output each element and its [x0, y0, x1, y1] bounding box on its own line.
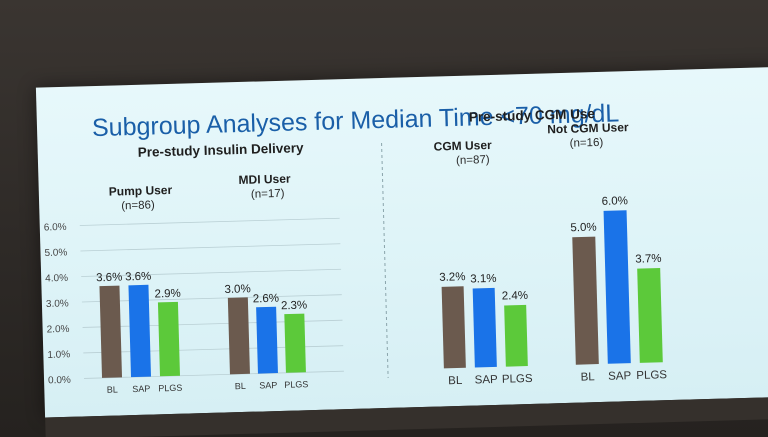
data-label: 3.2% [439, 271, 466, 284]
category-label: BL [448, 375, 463, 387]
data-label: 5.0% [570, 222, 597, 235]
bar-sap [603, 210, 631, 364]
group-n-label: (n=86) [121, 199, 155, 212]
category-label: PLGS [158, 383, 182, 394]
category-label: PLGS [502, 373, 533, 386]
bar-bl [441, 286, 466, 369]
data-label: 6.0% [602, 195, 629, 208]
y-tick-label: 4.0% [45, 273, 68, 285]
data-label: 2.4% [502, 290, 529, 303]
bar-sap [256, 306, 278, 374]
left-section-title: Pre-study Insulin Delivery [138, 140, 305, 160]
gridline [79, 217, 340, 226]
y-tick-label: 1.0% [47, 349, 70, 361]
bar-sap [472, 287, 497, 368]
data-label: 2.9% [154, 288, 181, 301]
data-label: 2.6% [253, 293, 280, 306]
left-chart: 0.0%1.0%2.0%3.0%4.0%5.0%6.0%Pump User(n=… [44, 172, 344, 395]
bar-sap [128, 284, 152, 378]
data-label: 3.7% [635, 253, 662, 266]
data-label: 3.1% [470, 273, 497, 286]
y-tick-label: 3.0% [46, 298, 69, 310]
category-label: SAP [132, 384, 150, 394]
bar-plgs [284, 313, 306, 373]
group-n-label: (n=17) [251, 188, 285, 201]
gridline [80, 243, 341, 252]
category-label: BL [235, 381, 246, 391]
category-label: SAP [608, 370, 632, 383]
bar-plgs [157, 301, 180, 377]
bar-plgs [637, 267, 663, 363]
category-label: BL [107, 384, 118, 394]
group-label: Not CGM User [547, 120, 629, 136]
gridline [81, 268, 342, 277]
group-n-label: (n=87) [456, 154, 490, 167]
slide-canvas: Subgroup Analyses for Median Time <70 mg… [44, 99, 668, 395]
group-label: MDI User [238, 172, 291, 187]
right-section-title: Pre-study CGM Use [469, 106, 596, 125]
data-label: 3.6% [125, 271, 152, 284]
category-label: PLGS [636, 369, 667, 382]
y-tick-label: 5.0% [44, 247, 67, 259]
category-label: BL [580, 371, 595, 383]
group-n-label: (n=16) [569, 137, 603, 150]
data-label: 2.3% [281, 300, 308, 313]
slide: Subgroup Analyses for Median Time <70 mg… [35, 67, 768, 418]
category-label: SAP [475, 374, 499, 387]
bar-plgs [504, 304, 528, 367]
bar-bl [572, 236, 599, 365]
y-tick-label: 2.0% [47, 324, 70, 336]
group-label: Pump User [109, 183, 173, 199]
group-label: CGM User [433, 138, 492, 154]
right-chart: CGM User(n=87) 3.2% BL 3.1% SAP 2.4% PLGS Not C… [433, 120, 667, 387]
y-tick-label: 6.0% [44, 222, 67, 234]
bar-bl [227, 297, 250, 375]
y-tick-label: 0.0% [48, 375, 71, 387]
data-label: 3.0% [224, 283, 251, 296]
gridline [81, 294, 342, 303]
section-divider [381, 143, 389, 378]
data-label: 3.6% [96, 272, 123, 285]
category-label: PLGS [284, 379, 308, 390]
category-label: SAP [259, 380, 277, 390]
bar-bl [99, 285, 123, 378]
